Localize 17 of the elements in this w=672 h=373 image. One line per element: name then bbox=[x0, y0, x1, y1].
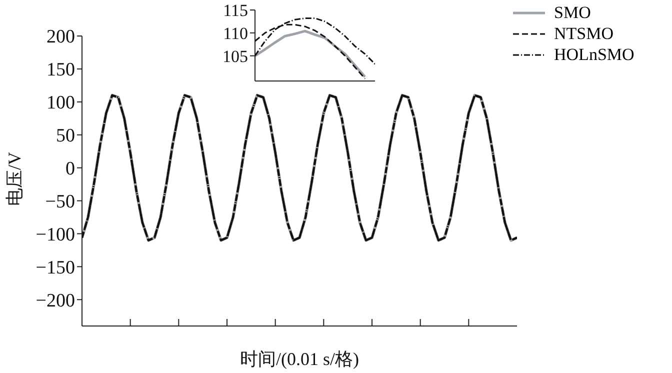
y-tick-label: 200 bbox=[46, 26, 75, 48]
legend-label: HOLnSMO bbox=[554, 44, 634, 65]
y-tick-label: −150 bbox=[36, 257, 75, 278]
y-tick-label: −100 bbox=[36, 224, 75, 246]
y-tick-label: −200 bbox=[36, 290, 75, 312]
y-tick-label: −50 bbox=[45, 192, 75, 213]
y-tick-label: 115 bbox=[223, 1, 248, 20]
legend-label: SMO bbox=[554, 2, 591, 23]
y-tick-label: 105 bbox=[222, 46, 248, 66]
x-axis-title: 时间/(0.01 s/格) bbox=[240, 349, 359, 369]
y-tick-label: 0 bbox=[66, 158, 75, 180]
y-tick-label: 50 bbox=[56, 126, 75, 147]
legend-label: NTSMO bbox=[554, 23, 614, 44]
y-tick-label: 110 bbox=[223, 24, 248, 43]
y-axis-title: 电压/V bbox=[4, 152, 24, 206]
y-tick-label: 150 bbox=[46, 60, 75, 81]
y-tick-label: 100 bbox=[46, 92, 75, 114]
